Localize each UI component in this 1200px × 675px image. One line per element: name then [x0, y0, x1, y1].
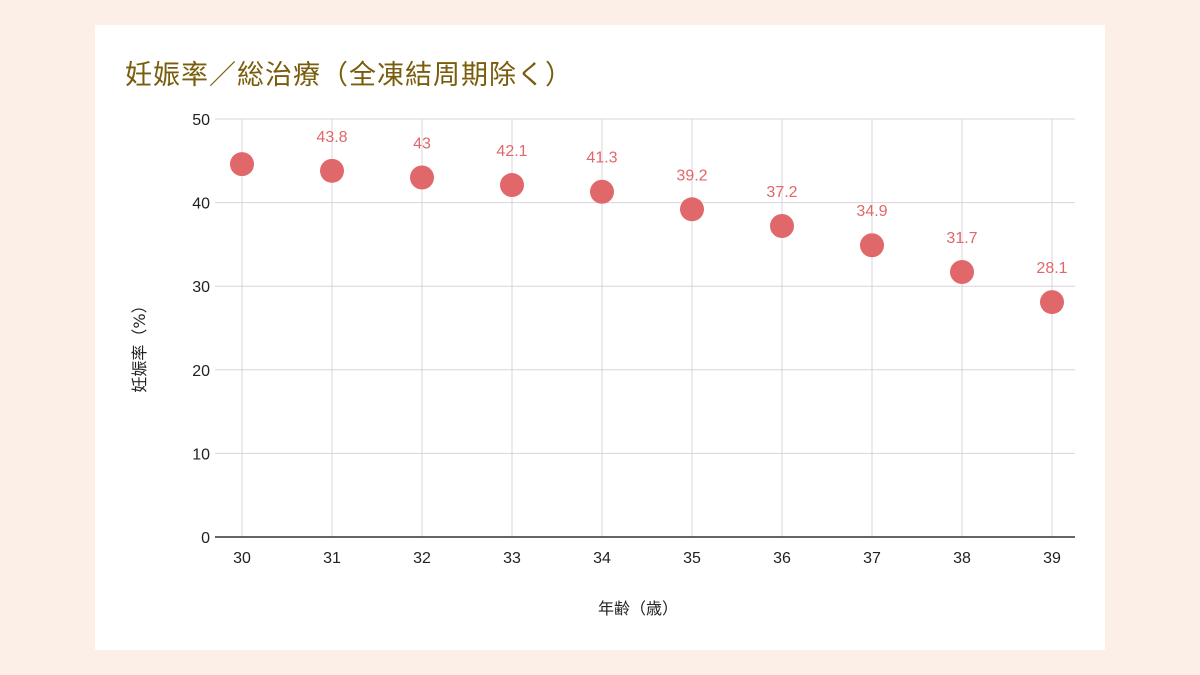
y-tick-labels: 0 10 20 30 40 50: [192, 112, 210, 547]
y-tick-label: 40: [192, 196, 210, 213]
data-point: [230, 152, 254, 177]
data-point: [590, 179, 614, 204]
data-point: [950, 259, 974, 284]
y-tick-label: 30: [192, 279, 210, 296]
data-point: [1040, 290, 1064, 315]
data-label: 31.7: [946, 230, 977, 247]
y-tick-label: 50: [192, 112, 210, 129]
y-axis-label: 妊娠率（%）: [130, 297, 149, 392]
x-tick-label: 33: [503, 550, 521, 567]
data-points: [230, 152, 1064, 315]
x-tick-label: 34: [593, 550, 611, 567]
data-label: 28.1: [1036, 260, 1067, 277]
chart-title: 妊娠率／総治療（全凍結周期除く）: [125, 60, 573, 91]
y-tick-label: 0: [201, 530, 210, 547]
x-tick-label: 39: [1043, 550, 1061, 567]
x-axis-label: 年齢（歳）: [598, 599, 678, 618]
data-label: 43.8: [316, 129, 347, 146]
data-point: [770, 214, 794, 239]
x-tick-label: 38: [953, 550, 971, 567]
data-label: 41.3: [586, 150, 617, 167]
data-label: 37.2: [766, 184, 797, 201]
x-tick-label: 31: [323, 550, 341, 567]
x-tick-label: 35: [683, 550, 701, 567]
data-label: 43: [413, 136, 431, 153]
data-labels: 43.8 43 42.1 41.3 39.2 37.2 34.9 31.7 28.1: [316, 129, 1067, 277]
chart-card: 妊娠率／総治療（全凍結周期除く） 0 10 20 30 40 50 30 31 32 33 34 3…: [95, 25, 1105, 650]
data-label: 42.1: [496, 143, 527, 160]
data-point: [410, 165, 434, 190]
data-label: 34.9: [856, 203, 887, 220]
data-point: [680, 197, 704, 222]
data-point: [320, 158, 344, 183]
data-point: [860, 233, 884, 258]
y-tick-label: 10: [192, 446, 210, 463]
data-point: [500, 173, 524, 198]
y-tick-label: 20: [192, 363, 210, 380]
x-tick-label: 36: [773, 550, 791, 567]
x-tick-label: 37: [863, 550, 881, 567]
x-tick-label: 32: [413, 550, 431, 567]
x-tick-label: 30: [233, 550, 251, 567]
x-tick-labels: 30 31 32 33 34 35 36 37 38 39: [233, 550, 1061, 567]
data-label: 39.2: [676, 167, 707, 184]
grid-lines: [215, 118, 1075, 538]
